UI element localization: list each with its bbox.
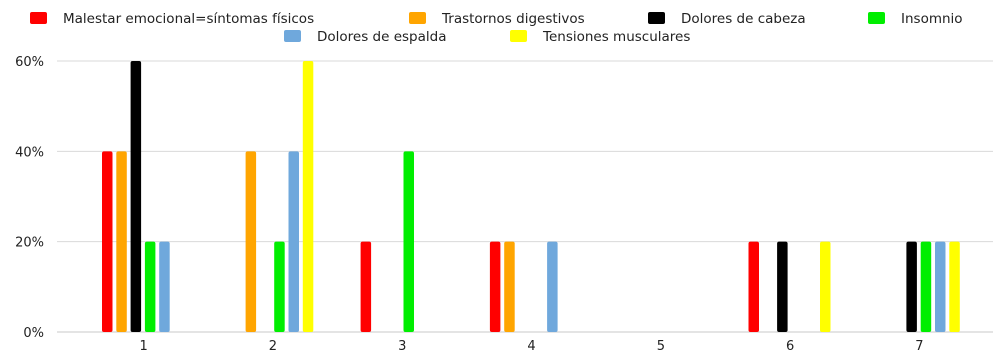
bar xyxy=(949,241,960,332)
legend-swatch xyxy=(409,12,426,24)
legend-swatch xyxy=(868,12,885,24)
gridlines xyxy=(57,60,993,333)
x-tick-label: 4 xyxy=(527,339,535,352)
y-tick-label: 0% xyxy=(23,326,44,341)
x-tick-label: 2 xyxy=(269,339,277,352)
x-tick-label: 7 xyxy=(915,339,923,352)
legend-item: Insomnio xyxy=(868,11,963,27)
legend-item: Dolores de espalda xyxy=(284,29,447,45)
bar xyxy=(547,241,558,332)
x-tick-label: 6 xyxy=(786,339,794,352)
x-axis-tick-labels: 1 2 3 4 5 6 7 xyxy=(140,339,924,352)
bar xyxy=(159,241,170,332)
legend-item: Malestar emocional=síntomas físicos xyxy=(30,11,314,27)
y-tick-label: 40% xyxy=(15,145,44,160)
bar xyxy=(274,241,285,332)
bar xyxy=(777,241,788,332)
bar xyxy=(920,241,932,332)
bar xyxy=(504,241,515,332)
legend-label: Tensiones musculares xyxy=(542,29,690,45)
y-tick-label: 60% xyxy=(15,55,44,70)
bar xyxy=(245,151,257,332)
x-tick-label: 5 xyxy=(657,339,665,352)
bar xyxy=(102,151,113,332)
bar xyxy=(130,61,142,332)
x-tick-label: 1 xyxy=(140,339,148,352)
bar xyxy=(820,241,831,332)
x-tick-label: 3 xyxy=(398,339,406,352)
bars xyxy=(102,61,960,332)
legend-label: Trastornos digestivos xyxy=(441,11,585,27)
bar xyxy=(489,241,501,332)
bar xyxy=(144,241,156,332)
bar xyxy=(935,241,946,332)
bar xyxy=(302,61,314,332)
y-tick-label: 20% xyxy=(15,236,44,251)
legend-swatch xyxy=(510,30,527,42)
bar xyxy=(748,241,759,332)
legend-label: Dolores de espalda xyxy=(317,29,447,45)
legend: Malestar emocional=síntomas físicos Trast… xyxy=(30,11,963,45)
legend-item: Tensiones musculares xyxy=(510,29,690,45)
bar xyxy=(906,241,917,332)
y-axis-tick-labels: 0% 20% 40% 60% xyxy=(15,55,44,341)
legend-item: Dolores de cabeza xyxy=(648,11,806,27)
legend-label: Malestar emocional=síntomas físicos xyxy=(63,11,314,27)
bar xyxy=(360,241,372,332)
legend-swatch xyxy=(284,30,301,42)
legend-item: Trastornos digestivos xyxy=(409,11,585,27)
legend-label: Insomnio xyxy=(901,11,963,27)
legend-swatch xyxy=(648,12,665,24)
bar xyxy=(403,151,414,332)
bar xyxy=(116,151,127,332)
bar xyxy=(288,151,299,332)
legend-swatch xyxy=(30,12,47,24)
legend-label: Dolores de cabeza xyxy=(681,11,806,27)
